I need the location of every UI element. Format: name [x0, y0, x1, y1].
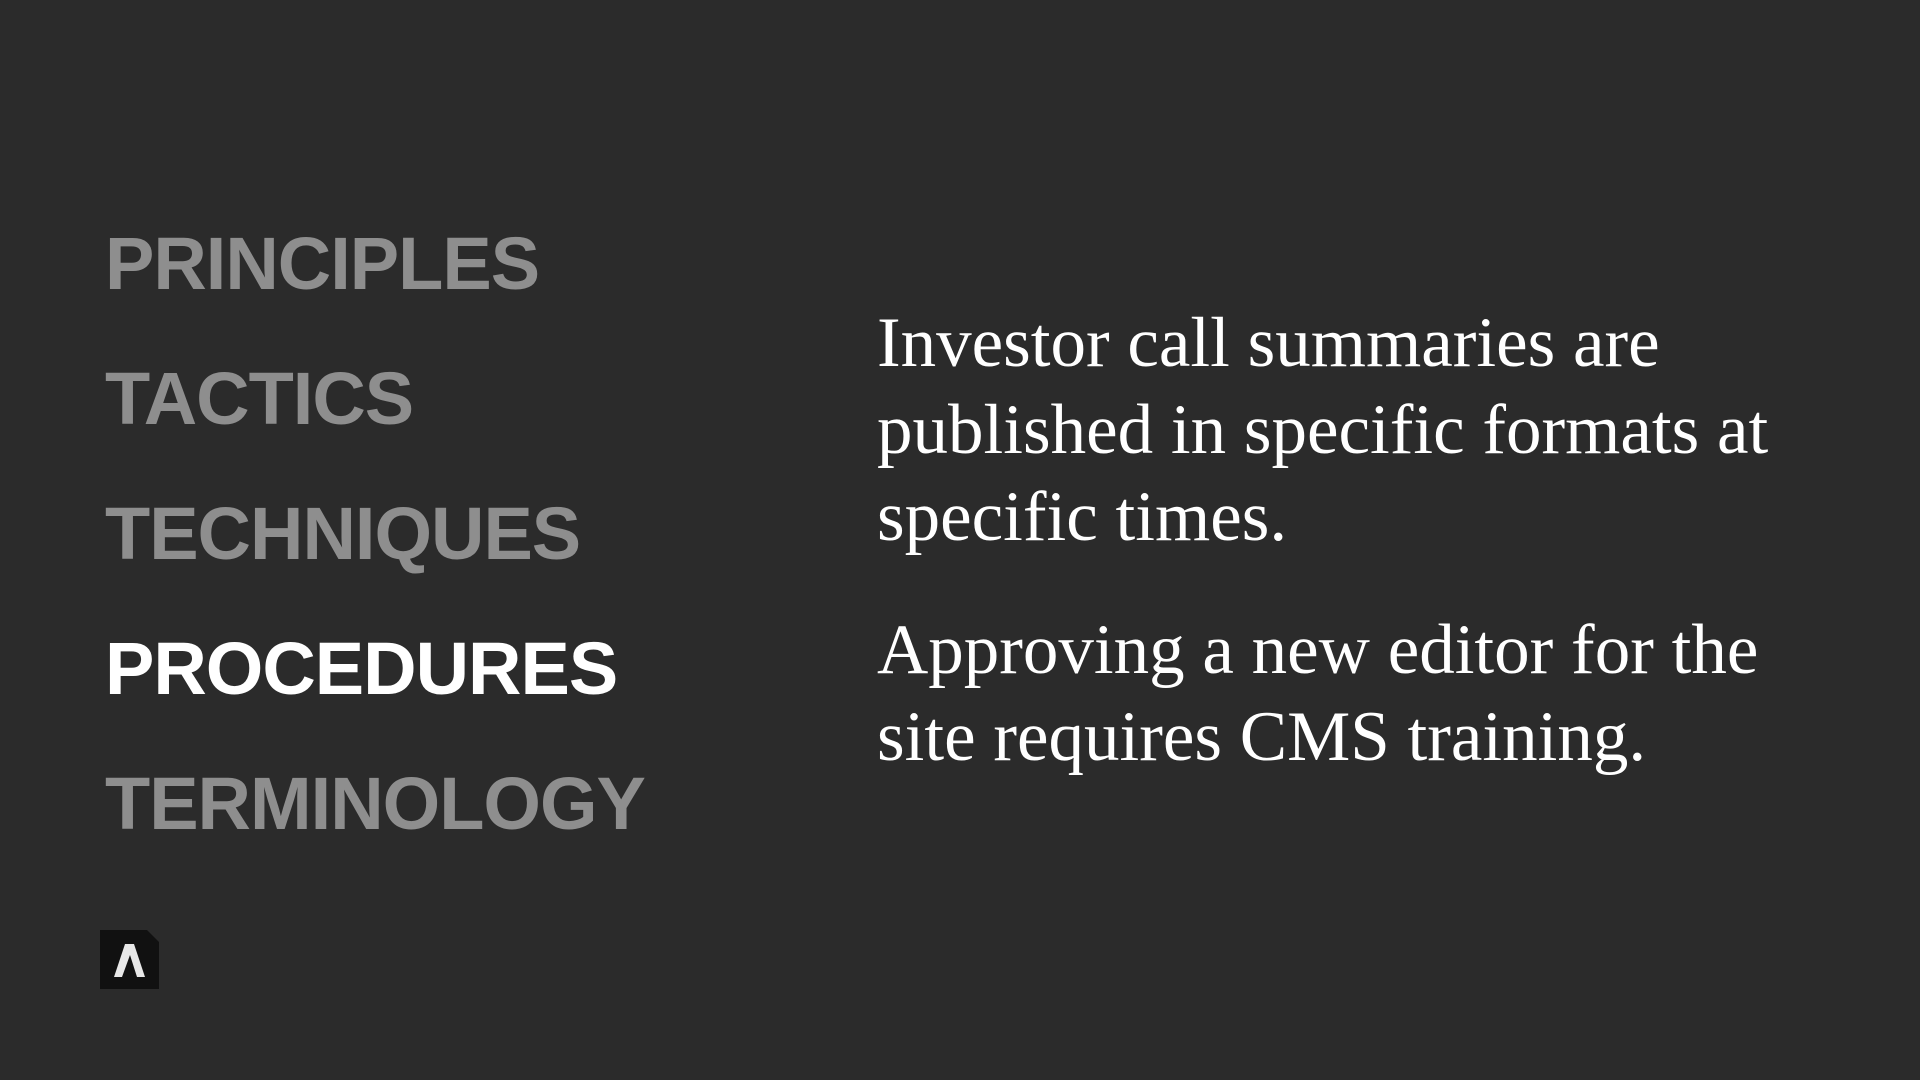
section-nav: PRINCIPLES TACTICS TECHNIQUES PROCEDURES…	[105, 196, 646, 871]
nav-item-principles[interactable]: PRINCIPLES	[105, 222, 540, 305]
nav-item-terminology[interactable]: TERMINOLOGY	[105, 762, 646, 845]
content-paragraph: Investor call summaries are published in…	[877, 304, 1769, 556]
content-panel: Investor call summaries are published in…	[877, 300, 1837, 827]
nav-item-procedures[interactable]: PROCEDURES	[105, 627, 618, 710]
content-paragraph: Approving a new editor for the site requ…	[877, 611, 1759, 776]
brand-logo-icon	[100, 930, 159, 989]
nav-item-techniques[interactable]: TECHNIQUES	[105, 492, 581, 575]
nav-item-tactics[interactable]: TACTICS	[105, 357, 414, 440]
